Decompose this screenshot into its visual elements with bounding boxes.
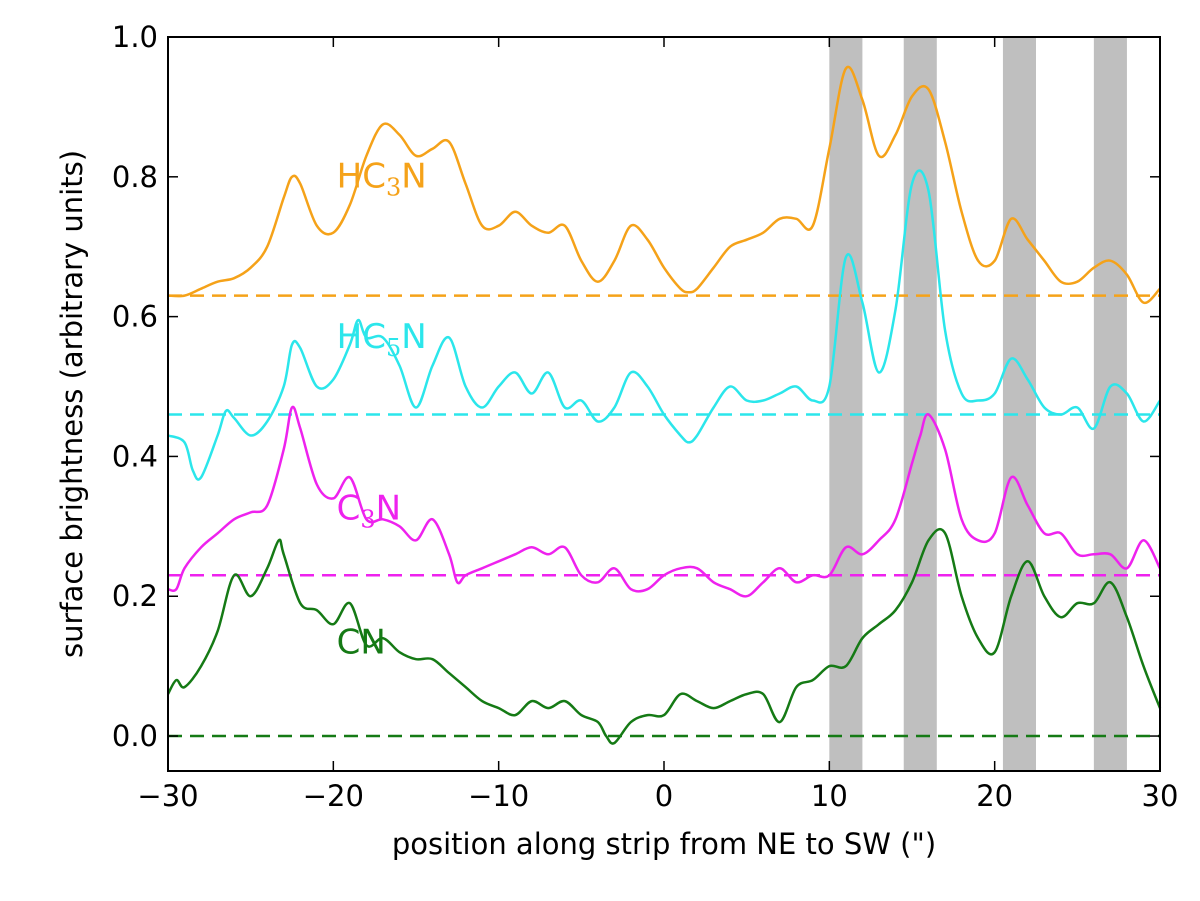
shaded-band-1 [829, 37, 863, 771]
y-tick-label: 0.2 [112, 579, 158, 613]
series-line-hc3n [167, 65, 1161, 305]
y-axis-label: surface brightness (arbitrary units) [55, 150, 89, 658]
series-lines [166, 65, 1162, 745]
shaded-band-4 [1093, 37, 1127, 771]
y-tick-label: 0.6 [112, 300, 158, 334]
series-labels: HC3N HC5N C3N CN [337, 156, 427, 662]
y-tick-label: 0.4 [112, 439, 158, 473]
x-tick-label: −30 [137, 779, 198, 813]
series-line-c3n [167, 405, 1162, 598]
shaded-bands [829, 37, 1127, 771]
series-line-cn [166, 528, 1162, 745]
shaded-band-2 [903, 37, 937, 771]
x-tick-label: 30 [1142, 779, 1179, 813]
series-line-hc5n [167, 169, 1162, 481]
x-tick-label: −20 [303, 779, 364, 813]
series-label-hc5n: HC5N [337, 317, 427, 362]
y-tick-label: 0.0 [112, 719, 158, 753]
shaded-band-3 [1002, 37, 1036, 771]
series-label-hc3n: HC3N [337, 156, 427, 201]
y-tick-label: 1.0 [112, 20, 158, 54]
series-label-c3n: C3N [337, 488, 401, 533]
x-tick-label: 10 [811, 779, 848, 813]
x-tick-label: 20 [976, 779, 1013, 813]
y-tick-label: 0.8 [112, 160, 158, 194]
axis-ticks: −30 −20 −10 0 10 20 30 0.0 0.2 0.4 0.6 0.8 1.0 [112, 20, 1179, 813]
x-axis-label: position along strip from NE to SW (") [392, 827, 936, 861]
x-tick-label: 0 [655, 779, 673, 813]
x-tick-label: −10 [468, 779, 529, 813]
series-label-cn: CN [337, 623, 386, 663]
